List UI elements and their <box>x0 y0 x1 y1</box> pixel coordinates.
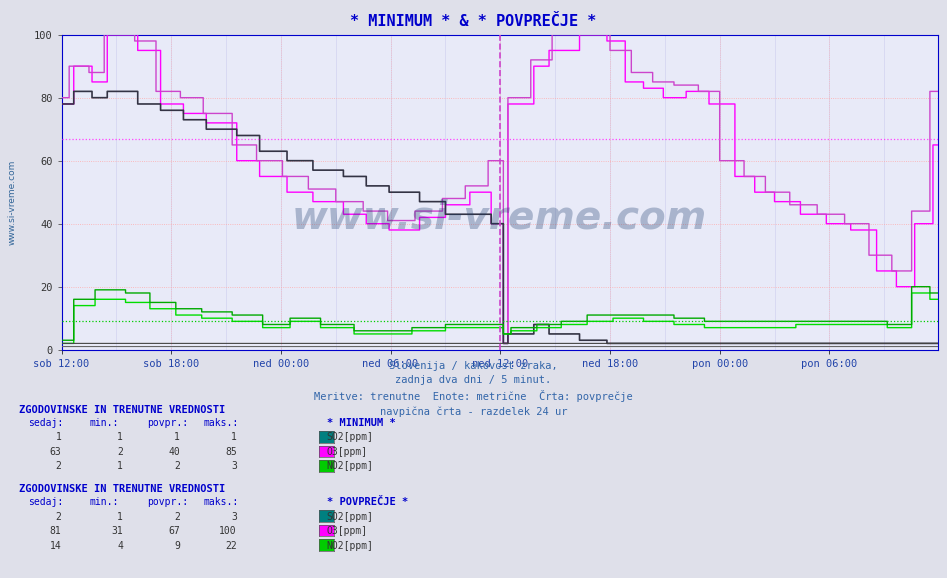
Text: ZGODOVINSKE IN TRENUTNE VREDNOSTI: ZGODOVINSKE IN TRENUTNE VREDNOSTI <box>19 484 225 494</box>
Text: sedaj:: sedaj: <box>28 418 63 428</box>
Text: 22: 22 <box>225 540 237 550</box>
Text: 1: 1 <box>231 432 237 442</box>
Text: 1: 1 <box>117 512 123 521</box>
Text: 1: 1 <box>117 461 123 471</box>
Text: 1: 1 <box>174 432 180 442</box>
Text: SO2[ppm]: SO2[ppm] <box>327 432 374 442</box>
Text: 9: 9 <box>174 540 180 550</box>
Text: maks.:: maks.: <box>204 497 239 507</box>
Text: SO2[ppm]: SO2[ppm] <box>327 512 374 521</box>
Text: 1: 1 <box>117 432 123 442</box>
Text: 100: 100 <box>219 526 237 536</box>
Text: O3[ppm]: O3[ppm] <box>327 447 367 457</box>
Text: 1: 1 <box>56 432 62 442</box>
Text: 31: 31 <box>112 526 123 536</box>
Text: 2: 2 <box>56 461 62 471</box>
Text: ZGODOVINSKE IN TRENUTNE VREDNOSTI: ZGODOVINSKE IN TRENUTNE VREDNOSTI <box>19 405 225 415</box>
Text: 40: 40 <box>169 447 180 457</box>
Text: povpr.:: povpr.: <box>147 497 188 507</box>
Text: * MINIMUM *: * MINIMUM * <box>327 418 396 428</box>
Text: www.si-vreme.com: www.si-vreme.com <box>292 198 707 236</box>
Text: sedaj:: sedaj: <box>28 497 63 507</box>
Text: Slovenija / kakovost zraka,
zadnja dva dni / 5 minut.
Meritve: trenutne  Enote: : Slovenija / kakovost zraka, zadnja dva d… <box>314 361 633 417</box>
Text: NO2[ppm]: NO2[ppm] <box>327 461 374 471</box>
Text: 63: 63 <box>50 447 62 457</box>
Text: 81: 81 <box>50 526 62 536</box>
Text: povpr.:: povpr.: <box>147 418 188 428</box>
Text: min.:: min.: <box>90 497 119 507</box>
Text: 14: 14 <box>50 540 62 550</box>
Text: 85: 85 <box>225 447 237 457</box>
Text: maks.:: maks.: <box>204 418 239 428</box>
Text: 3: 3 <box>231 512 237 521</box>
Text: 2: 2 <box>56 512 62 521</box>
Text: 4: 4 <box>117 540 123 550</box>
Text: 2: 2 <box>117 447 123 457</box>
Text: NO2[ppm]: NO2[ppm] <box>327 540 374 550</box>
Text: 67: 67 <box>169 526 180 536</box>
Text: 2: 2 <box>174 461 180 471</box>
Text: * MINIMUM * & * POVPREČJE *: * MINIMUM * & * POVPREČJE * <box>350 14 597 29</box>
Text: 2: 2 <box>174 512 180 521</box>
Text: min.:: min.: <box>90 418 119 428</box>
Text: 3: 3 <box>231 461 237 471</box>
Text: * POVPREČJE *: * POVPREČJE * <box>327 497 408 507</box>
Text: www.si-vreme.com: www.si-vreme.com <box>8 160 17 245</box>
Text: O3[ppm]: O3[ppm] <box>327 526 367 536</box>
